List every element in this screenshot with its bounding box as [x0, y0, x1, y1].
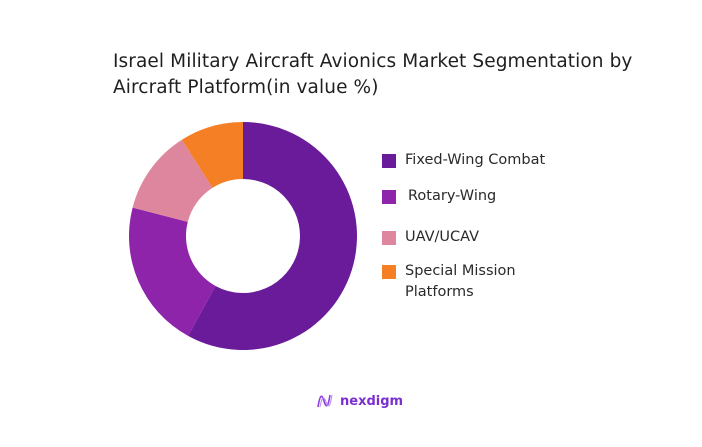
legend-label: UAV/UCAV: [405, 229, 480, 245]
legend-label: Rotary-Wing: [408, 188, 497, 204]
nexdigm-wave-icon: [317, 394, 333, 408]
legend-swatch: [382, 190, 396, 204]
legend-item-uav-ucav: UAV/UCAV: [382, 227, 565, 248]
nexdigm-logo: nexdigm: [316, 392, 403, 410]
slice-uav-ucav: [132, 139, 213, 222]
slice-special-mission-platforms: [181, 122, 243, 188]
legend-swatch: [382, 231, 396, 245]
legend-item-fixed-wing-combat: Fixed-Wing Combat: [382, 150, 565, 171]
legend-label: Fixed-Wing Combat: [405, 152, 546, 168]
chart-title: Israel Military Aircraft Avionics Market…: [113, 51, 633, 98]
legend-label: Special Mission Platforms: [405, 263, 516, 300]
logo-text: nexdigm: [340, 393, 404, 409]
slice-rotary-wing: [128, 207, 216, 336]
legend-item-special-mission-platforms: Special Mission Platforms: [382, 261, 545, 303]
slice-fixed-wing-combat: [188, 122, 357, 350]
legend-swatch: [382, 265, 396, 279]
legend-item-rotary-wing: Rotary-Wing: [382, 186, 568, 207]
legend-swatch: [382, 154, 396, 168]
